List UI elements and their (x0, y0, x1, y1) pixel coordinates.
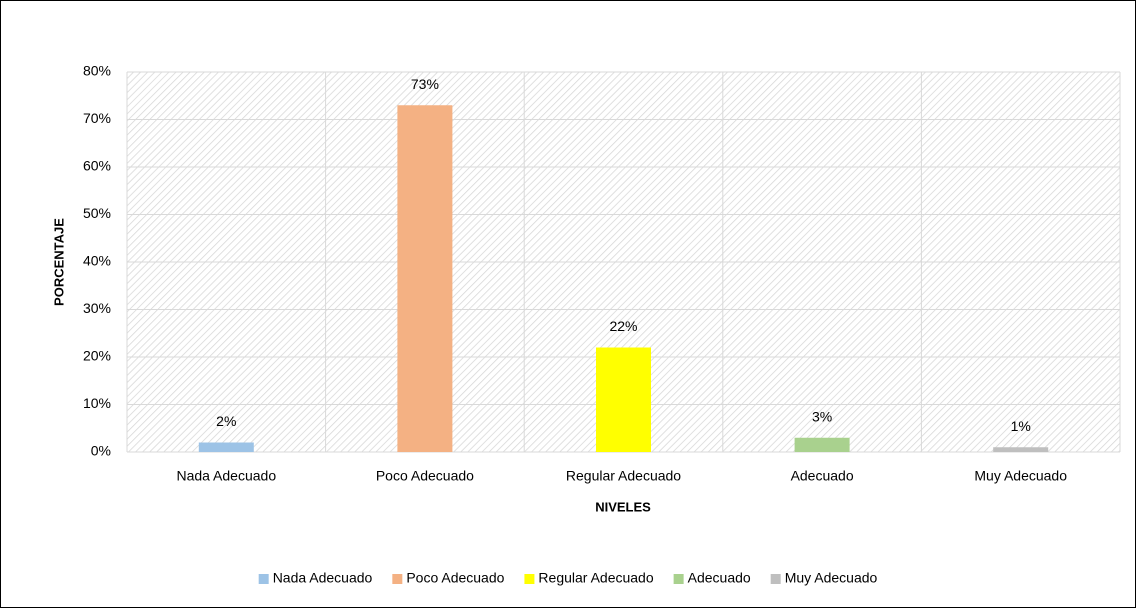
x-axis-title: NIVELES (595, 499, 651, 514)
y-tick-label: 30% (83, 300, 111, 316)
data-label: 3% (812, 408, 832, 424)
y-axis-title: PORCENTAJE (51, 218, 66, 306)
data-label: 1% (1011, 418, 1031, 434)
legend-label: Poco Adecuado (406, 570, 504, 586)
legend-swatch (392, 574, 403, 584)
data-label: 22% (609, 318, 637, 334)
data-label: 73% (411, 76, 439, 92)
bar (397, 105, 453, 452)
y-tick-label: 20% (83, 348, 111, 364)
x-tick-label: Regular Adecuado (566, 468, 681, 484)
x-tick-label: Muy Adecuado (974, 468, 1067, 484)
y-tick-label: 50% (83, 205, 111, 221)
data-label: 2% (216, 413, 236, 429)
legend-label: Muy Adecuado (785, 570, 878, 586)
y-tick-label: 40% (83, 253, 111, 269)
y-tick-label: 10% (83, 395, 111, 411)
legend-label: Adecuado (688, 570, 751, 586)
y-tick-label: 60% (83, 158, 111, 174)
x-tick-label: Poco Adecuado (376, 468, 474, 484)
bar (794, 437, 850, 452)
y-tick-label: 80% (83, 63, 111, 79)
legend-swatch (673, 574, 684, 584)
x-tick-label: Adecuado (791, 468, 854, 484)
legend-label: Nada Adecuado (273, 570, 373, 586)
x-tick-label: Nada Adecuado (176, 468, 276, 484)
y-tick-label: 70% (83, 110, 111, 126)
legend-swatch (524, 574, 535, 584)
bar (596, 347, 651, 452)
legend-label: Regular Adecuado (538, 570, 653, 586)
legend-swatch (258, 574, 269, 584)
bar (198, 442, 254, 452)
legend-swatch (770, 574, 781, 584)
y-tick-label: 0% (91, 443, 111, 459)
bar (993, 447, 1049, 452)
